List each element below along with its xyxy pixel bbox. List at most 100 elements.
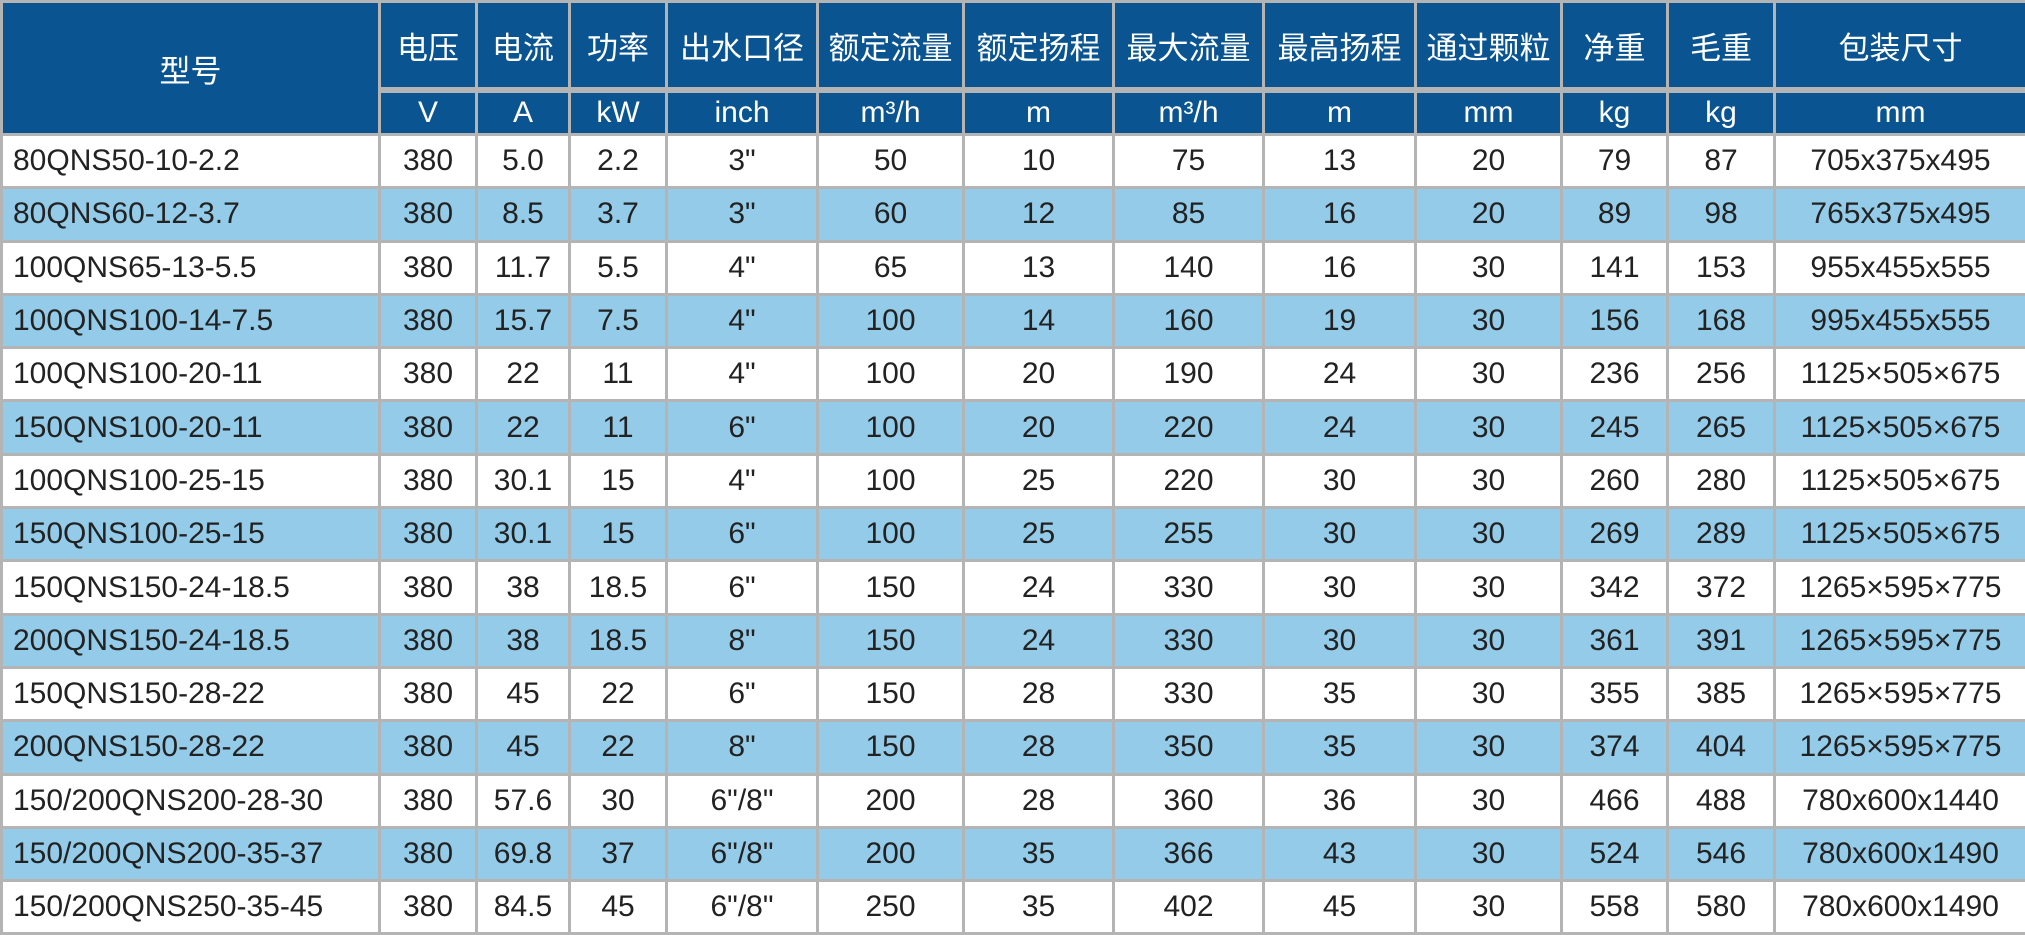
cell-voltage: 380 bbox=[380, 241, 477, 294]
cell-outlet-diameter: 6"/8" bbox=[667, 774, 818, 827]
cell-gross-weight: 580 bbox=[1668, 881, 1775, 934]
cell-max-head: 43 bbox=[1264, 827, 1416, 880]
cell-model: 150/200QNS250-35-45 bbox=[2, 881, 380, 934]
cell-max-head: 13 bbox=[1264, 135, 1416, 188]
unit-rated-head: m bbox=[964, 90, 1114, 135]
cell-model: 80QNS50-10-2.2 bbox=[2, 135, 380, 188]
cell-net-weight: 141 bbox=[1562, 241, 1668, 294]
cell-gross-weight: 289 bbox=[1668, 508, 1775, 561]
cell-power: 3.7 bbox=[570, 188, 667, 241]
cell-power: 45 bbox=[570, 881, 667, 934]
cell-net-weight: 558 bbox=[1562, 881, 1668, 934]
cell-power: 2.2 bbox=[570, 135, 667, 188]
cell-particle-size: 30 bbox=[1416, 294, 1562, 347]
cell-rated-head: 35 bbox=[964, 827, 1114, 880]
cell-outlet-diameter: 4" bbox=[667, 241, 818, 294]
cell-net-weight: 355 bbox=[1562, 667, 1668, 720]
cell-rated-flow: 100 bbox=[818, 348, 964, 401]
cell-rated-flow: 250 bbox=[818, 881, 964, 934]
cell-max-flow: 330 bbox=[1114, 667, 1264, 720]
header-max-head: 最高扬程 bbox=[1264, 2, 1416, 91]
cell-max-head: 24 bbox=[1264, 348, 1416, 401]
cell-particle-size: 30 bbox=[1416, 401, 1562, 454]
cell-rated-flow: 100 bbox=[818, 454, 964, 507]
cell-power: 15 bbox=[570, 454, 667, 507]
cell-max-flow: 350 bbox=[1114, 721, 1264, 774]
cell-particle-size: 20 bbox=[1416, 188, 1562, 241]
cell-rated-head: 28 bbox=[964, 774, 1114, 827]
unit-power: kW bbox=[570, 90, 667, 135]
cell-model: 100QNS100-20-11 bbox=[2, 348, 380, 401]
cell-gross-weight: 488 bbox=[1668, 774, 1775, 827]
unit-max-flow: m³/h bbox=[1114, 90, 1264, 135]
cell-rated-flow: 150 bbox=[818, 561, 964, 614]
cell-package-size: 1125×505×675 bbox=[1775, 348, 2025, 401]
cell-current: 15.7 bbox=[477, 294, 570, 347]
cell-voltage: 380 bbox=[380, 881, 477, 934]
cell-max-flow: 402 bbox=[1114, 881, 1264, 934]
cell-model: 150QNS100-25-15 bbox=[2, 508, 380, 561]
cell-max-head: 19 bbox=[1264, 294, 1416, 347]
cell-net-weight: 342 bbox=[1562, 561, 1668, 614]
cell-power: 15 bbox=[570, 508, 667, 561]
cell-max-flow: 330 bbox=[1114, 614, 1264, 667]
cell-particle-size: 20 bbox=[1416, 135, 1562, 188]
cell-model: 100QNS100-25-15 bbox=[2, 454, 380, 507]
cell-voltage: 380 bbox=[380, 561, 477, 614]
cell-rated-flow: 50 bbox=[818, 135, 964, 188]
header-net-weight: 净重 bbox=[1562, 2, 1668, 91]
header-particle-size: 通过颗粒 bbox=[1416, 2, 1562, 91]
cell-max-flow: 160 bbox=[1114, 294, 1264, 347]
cell-current: 38 bbox=[477, 614, 570, 667]
cell-gross-weight: 256 bbox=[1668, 348, 1775, 401]
cell-particle-size: 30 bbox=[1416, 614, 1562, 667]
unit-current: A bbox=[477, 90, 570, 135]
cell-rated-flow: 150 bbox=[818, 667, 964, 720]
header-gross-weight: 毛重 bbox=[1668, 2, 1775, 91]
cell-outlet-diameter: 6" bbox=[667, 561, 818, 614]
cell-model: 200QNS150-24-18.5 bbox=[2, 614, 380, 667]
cell-rated-head: 12 bbox=[964, 188, 1114, 241]
header-voltage: 电压 bbox=[380, 2, 477, 91]
cell-current: 57.6 bbox=[477, 774, 570, 827]
cell-rated-flow: 150 bbox=[818, 614, 964, 667]
cell-power: 37 bbox=[570, 827, 667, 880]
cell-net-weight: 260 bbox=[1562, 454, 1668, 507]
unit-gross-weight: kg bbox=[1668, 90, 1775, 135]
header-package-size: 包装尺寸 bbox=[1775, 2, 2025, 91]
cell-rated-head: 28 bbox=[964, 667, 1114, 720]
cell-rated-head: 28 bbox=[964, 721, 1114, 774]
cell-rated-flow: 100 bbox=[818, 294, 964, 347]
cell-model: 150/200QNS200-28-30 bbox=[2, 774, 380, 827]
cell-gross-weight: 404 bbox=[1668, 721, 1775, 774]
header-model: 型号 bbox=[2, 2, 380, 135]
cell-package-size: 780x600x1490 bbox=[1775, 881, 2025, 934]
unit-max-head: m bbox=[1264, 90, 1416, 135]
cell-net-weight: 156 bbox=[1562, 294, 1668, 347]
cell-package-size: 1125×505×675 bbox=[1775, 401, 2025, 454]
cell-particle-size: 30 bbox=[1416, 721, 1562, 774]
cell-package-size: 780x600x1490 bbox=[1775, 827, 2025, 880]
cell-gross-weight: 168 bbox=[1668, 294, 1775, 347]
unit-outlet-diameter: inch bbox=[667, 90, 818, 135]
cell-net-weight: 269 bbox=[1562, 508, 1668, 561]
cell-model: 150QNS150-24-18.5 bbox=[2, 561, 380, 614]
cell-voltage: 380 bbox=[380, 348, 477, 401]
cell-particle-size: 30 bbox=[1416, 827, 1562, 880]
cell-gross-weight: 153 bbox=[1668, 241, 1775, 294]
cell-max-head: 24 bbox=[1264, 401, 1416, 454]
cell-voltage: 380 bbox=[380, 188, 477, 241]
cell-rated-flow: 100 bbox=[818, 508, 964, 561]
cell-particle-size: 30 bbox=[1416, 881, 1562, 934]
cell-net-weight: 361 bbox=[1562, 614, 1668, 667]
cell-package-size: 1125×505×675 bbox=[1775, 508, 2025, 561]
cell-max-flow: 220 bbox=[1114, 454, 1264, 507]
